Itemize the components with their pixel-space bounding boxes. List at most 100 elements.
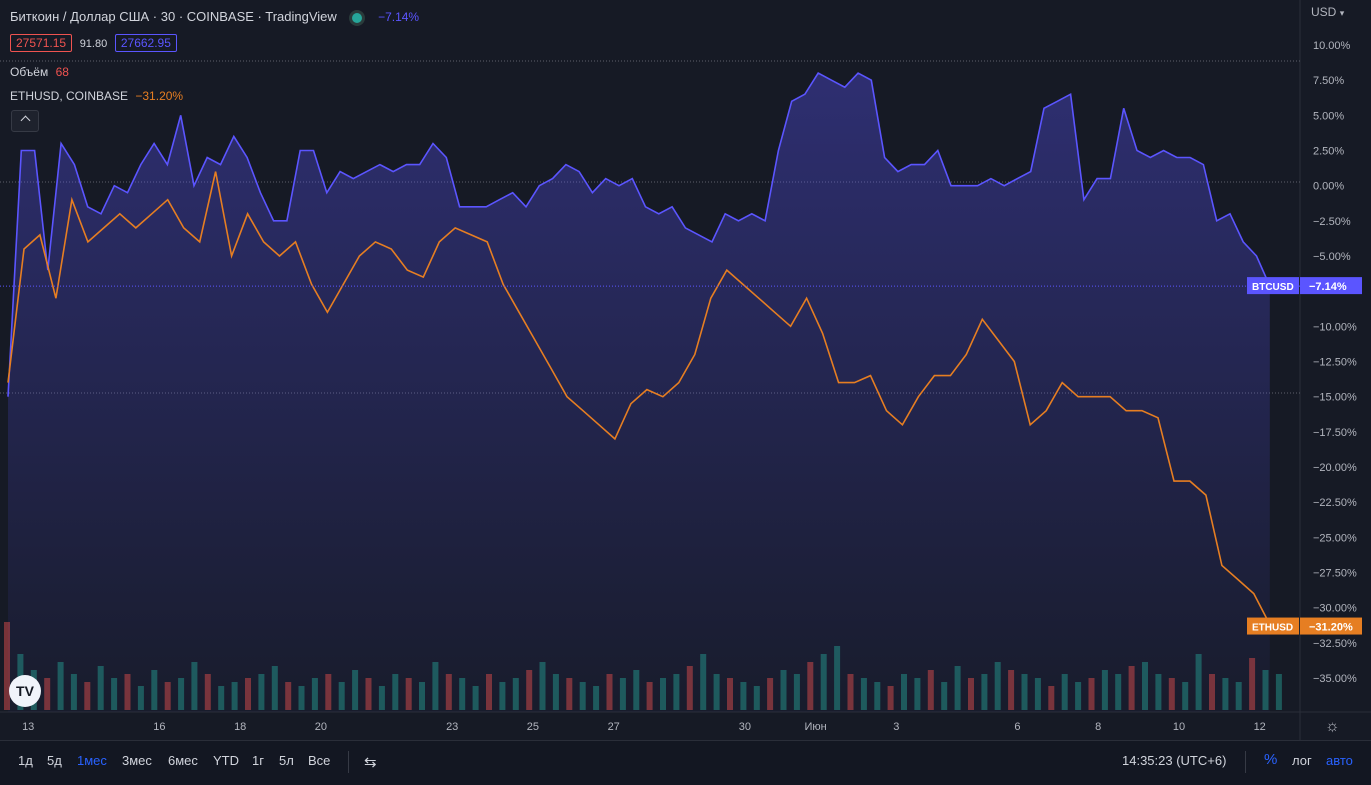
volume-bar — [245, 678, 251, 710]
symbol-title[interactable]: Биткоин / Доллар США · 30 · COINBASE · T… — [10, 9, 337, 24]
price-chart[interactable]: 10.00% 7.50% 5.00% 2.50% 0.00% −2.50% −5.00% −1… — [0, 0, 1371, 740]
price-axis-label: −32.50% — [1313, 638, 1357, 650]
price-axis-label: −30.00% — [1313, 603, 1357, 615]
range-5y-button[interactable]: 5л — [279, 753, 294, 768]
auto-scale-toggle[interactable]: авто — [1326, 753, 1353, 768]
time-axis-label: 3 — [893, 721, 899, 733]
volume-bar — [352, 670, 359, 710]
volume-bar — [1142, 662, 1148, 710]
volume-bar — [1061, 674, 1068, 710]
time-axis-label: 18 — [234, 721, 246, 733]
change-percent: −7.14% — [378, 10, 420, 24]
btcusd-value-tag — [1300, 277, 1362, 295]
log-scale-toggle[interactable]: лог — [1292, 753, 1312, 768]
volume-bar — [111, 678, 118, 710]
volume-bar — [579, 682, 586, 710]
volume-bar — [874, 682, 881, 710]
tradingview-logo[interactable]: TV — [9, 675, 41, 707]
time-axis-label: Июн — [804, 721, 826, 733]
volume-bar — [405, 678, 412, 710]
volume-bar — [1222, 678, 1229, 710]
volume-bar — [673, 674, 680, 710]
price-axis-label: −10.00% — [1313, 321, 1357, 333]
volume-bar — [593, 686, 600, 710]
range-1d-button[interactable]: 1д — [18, 753, 33, 768]
range-5d-button[interactable]: 5д — [47, 753, 62, 768]
volume-bar — [97, 666, 104, 710]
range-all-button[interactable]: Все — [308, 753, 331, 768]
volume-bar — [1115, 674, 1122, 710]
volume-bar — [941, 682, 948, 710]
range-1y-button[interactable]: 1г — [252, 753, 264, 768]
go-to-date-button[interactable]: ⇆ — [364, 753, 377, 771]
time-axis-label: 16 — [153, 721, 165, 733]
time-axis-label: 20 — [315, 721, 327, 733]
volume-bar — [727, 678, 733, 710]
toolbar-divider-2 — [1245, 751, 1246, 773]
currency-selector[interactable]: USD ▾ — [1311, 5, 1344, 19]
ethusd-symbol-text: ETHUSD — [1252, 623, 1293, 634]
price-axis-label: −35.00% — [1313, 673, 1357, 685]
price-axis-label: −22.50% — [1313, 497, 1357, 509]
compare-legend[interactable]: ETHUSD, COINBASE −31.20% — [10, 89, 183, 103]
volume-bar — [1262, 670, 1269, 710]
percent-scale-toggle[interactable]: % — [1264, 751, 1278, 768]
volume-bar — [820, 654, 827, 710]
time-axis-label: 6 — [1014, 721, 1020, 733]
volume-bar — [178, 678, 185, 710]
price-axis-label: 0.00% — [1313, 181, 1344, 193]
volume-bar — [164, 682, 171, 710]
range-6m-button[interactable]: 6мес — [168, 753, 198, 768]
time-axis-label: 8 — [1095, 721, 1101, 733]
volume-bar — [285, 682, 292, 710]
range-1m-button[interactable]: 1мес — [77, 753, 107, 768]
clock-timezone[interactable]: 14:35:23 (UTC+6) — [1122, 753, 1227, 768]
volume-bar — [1275, 674, 1282, 710]
volume-legend[interactable]: Объём 68 — [10, 65, 69, 79]
volume-bar — [552, 674, 559, 710]
volume-bar — [1249, 658, 1256, 710]
volume-bar — [1128, 666, 1135, 710]
volume-bar — [1008, 670, 1015, 710]
volume-bar — [981, 674, 988, 710]
volume-bar — [994, 662, 1001, 710]
volume-bar — [633, 670, 640, 710]
btcusd-line[interactable] — [7, 72, 1271, 397]
volume-bar — [44, 678, 51, 710]
volume-bar — [231, 682, 238, 710]
settings-gear-button[interactable]: ☼ — [1325, 718, 1340, 736]
chevron-up-icon — [20, 115, 30, 126]
volume-bar — [57, 662, 64, 710]
volume-bar — [1195, 654, 1202, 710]
range-ytd-button[interactable]: YTD — [213, 753, 239, 768]
volume-bar — [968, 678, 974, 710]
volume-bar — [1034, 678, 1041, 710]
volume-bar — [619, 678, 626, 710]
volume-bar — [419, 682, 425, 710]
volume-bar — [713, 674, 720, 710]
volume-bar — [271, 666, 278, 710]
btcusd-value-text: −7.14% — [1309, 281, 1347, 293]
volume-bar — [780, 670, 787, 710]
price-axis-label: −25.00% — [1313, 532, 1357, 544]
collapse-legend-button[interactable] — [11, 110, 39, 132]
volume-bar — [700, 654, 707, 710]
volume-bar — [860, 678, 867, 710]
volume-bar — [365, 678, 372, 710]
chart-legend: Биткоин / Доллар США · 30 · COINBASE · T… — [10, 9, 419, 24]
volume-bar — [151, 670, 158, 710]
volume-bar — [84, 682, 91, 710]
range-3m-button[interactable]: 3мес — [122, 753, 152, 768]
ethusd-line[interactable] — [7, 171, 1271, 625]
volume-bar — [258, 674, 265, 710]
volume-bar — [486, 674, 492, 710]
compare-change: −31.20% — [135, 89, 184, 103]
volume-bar — [526, 670, 533, 710]
volume-bar — [459, 678, 466, 710]
volume-bar — [847, 674, 854, 710]
time-axis-label: 23 — [446, 721, 458, 733]
time-axis-label: 30 — [739, 721, 751, 733]
bid-price: 27571.15 — [10, 34, 73, 52]
chevron-down-icon: ▾ — [1339, 8, 1345, 18]
